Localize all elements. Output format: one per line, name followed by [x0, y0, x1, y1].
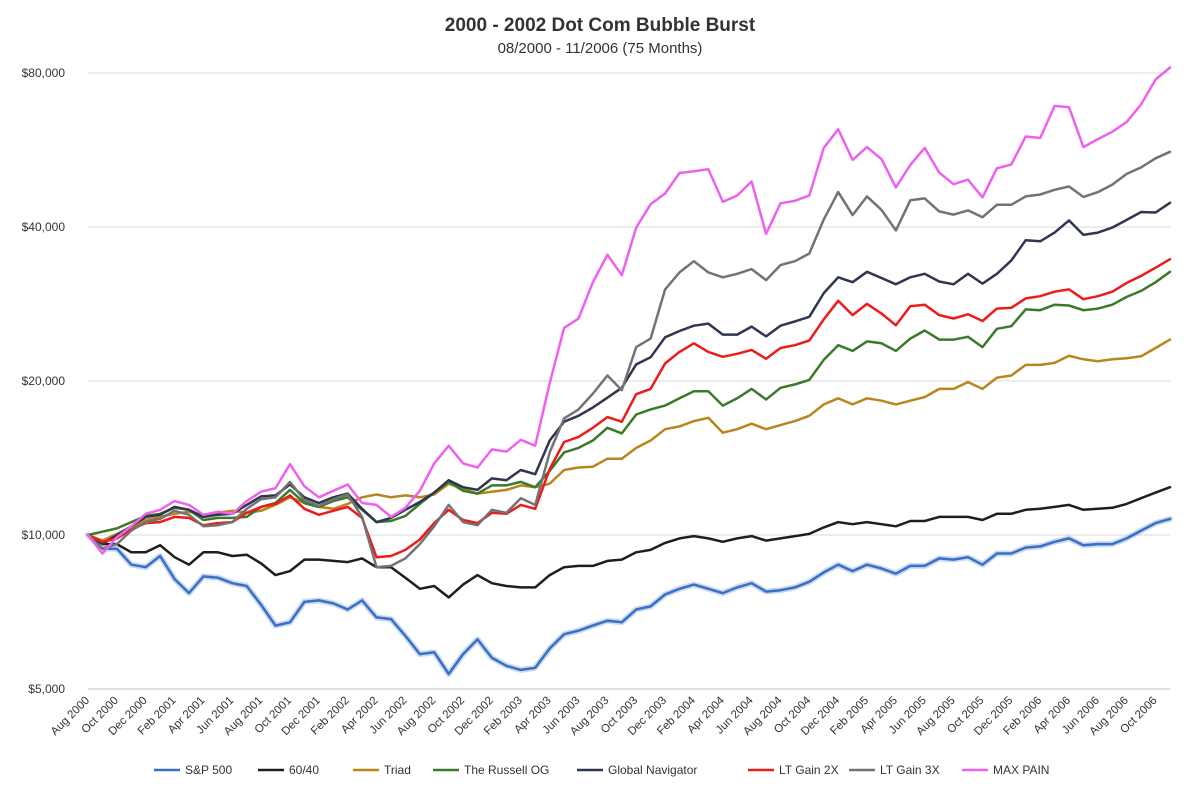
series-line-triad [86, 338, 1172, 542]
series-line-glow [85, 515, 1173, 677]
legend-label: LT Gain 3X [880, 763, 940, 777]
legend-label: MAX PAIN [993, 763, 1049, 777]
series-line-max-pain [86, 66, 1172, 555]
chart-title: 2000 - 2002 Dot Com Bubble Burst [445, 15, 756, 36]
series-line-global-navigator [86, 201, 1172, 546]
legend-label: Triad [384, 763, 411, 777]
series-line-s-p-500 [86, 517, 1172, 676]
legend-label: The Russell OG [464, 763, 549, 777]
series-line-lt-gain-2x [86, 257, 1172, 559]
legend: S&P 500 60/40 Triad The Russell OG Global Na… [154, 763, 1049, 777]
y-tick-label: $40,000 [22, 220, 66, 234]
series-line-60-40 [86, 485, 1172, 599]
y-tick-label: $5,000 [28, 682, 65, 696]
chart-subtitle: 08/2000 - 11/2006 (75 Months) [498, 40, 703, 57]
legend-label: 60/40 [289, 763, 319, 777]
series-lines [85, 66, 1173, 677]
series-line-the-russell-og [86, 270, 1172, 537]
y-tick-label: $80,000 [22, 66, 66, 80]
y-tick-label: $20,000 [22, 374, 66, 388]
y-tick-label: $10,000 [22, 528, 66, 542]
legend-label: S&P 500 [185, 763, 232, 777]
legend-label: Global Navigator [608, 763, 697, 777]
series-line-lt-gain-3x [86, 150, 1172, 569]
legend-label: LT Gain 2X [779, 763, 839, 777]
